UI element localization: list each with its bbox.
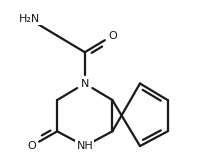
Text: H₂N: H₂N (19, 14, 40, 24)
Text: N: N (81, 78, 89, 89)
Text: O: O (27, 141, 36, 151)
Text: NH: NH (76, 141, 93, 151)
Text: O: O (108, 31, 117, 41)
